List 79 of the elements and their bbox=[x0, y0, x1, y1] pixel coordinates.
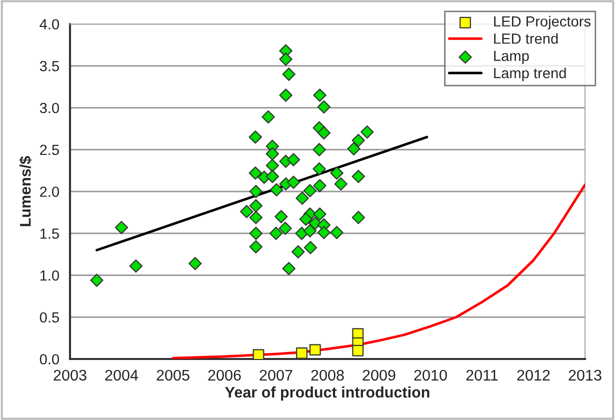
point bbox=[279, 52, 292, 66]
point bbox=[299, 212, 312, 226]
point bbox=[278, 222, 292, 235]
y-tick-label: 3.5 bbox=[40, 60, 59, 72]
point bbox=[317, 100, 331, 114]
legend-label: LED trend bbox=[494, 33, 558, 44]
point bbox=[330, 226, 344, 240]
point bbox=[90, 274, 104, 287]
point bbox=[296, 192, 309, 205]
point bbox=[292, 245, 305, 258]
point bbox=[303, 184, 317, 198]
point bbox=[334, 177, 348, 191]
point bbox=[352, 210, 366, 224]
point bbox=[360, 125, 374, 139]
point bbox=[249, 240, 263, 254]
point bbox=[286, 176, 300, 189]
point bbox=[282, 262, 296, 276]
line-series bbox=[172, 184, 585, 359]
x-tick-label: 2005 bbox=[156, 370, 190, 381]
point bbox=[309, 344, 321, 356]
point bbox=[252, 349, 264, 359]
y-tick-label: 1.0 bbox=[40, 270, 60, 281]
point bbox=[249, 184, 263, 198]
point bbox=[317, 126, 331, 140]
x-tick-label: 2009 bbox=[362, 370, 396, 381]
x-axis-title: Year of product introduction bbox=[225, 386, 430, 401]
point bbox=[274, 210, 288, 224]
point bbox=[249, 210, 263, 224]
x-tick-label: 2007 bbox=[260, 370, 292, 381]
point bbox=[262, 110, 275, 124]
point bbox=[129, 259, 143, 273]
point bbox=[296, 347, 308, 359]
y-tick-label: 3.0 bbox=[40, 102, 60, 114]
point bbox=[266, 158, 280, 172]
point bbox=[330, 166, 344, 180]
point bbox=[303, 224, 317, 238]
legend-label: Lamp trend bbox=[494, 68, 566, 82]
point bbox=[279, 88, 292, 102]
x-tick-label: 2008 bbox=[311, 370, 344, 381]
point bbox=[269, 226, 283, 240]
point bbox=[317, 226, 331, 240]
y-tick-label: 2.0 bbox=[40, 186, 60, 197]
point bbox=[266, 147, 280, 160]
y-axis-title: Lumens/$ bbox=[19, 156, 32, 226]
y-tick-label: 0.0 bbox=[40, 354, 60, 364]
point bbox=[248, 130, 262, 144]
y-tick-label: 1.5 bbox=[40, 228, 59, 239]
point bbox=[286, 153, 300, 166]
x-tick-label: 2010 bbox=[414, 370, 447, 381]
x-tick-label: 2013 bbox=[568, 370, 602, 381]
x-tick-label: 2012 bbox=[517, 370, 550, 381]
point bbox=[312, 162, 326, 176]
x-tick-label: 2006 bbox=[208, 370, 241, 381]
x-tick-label: 2004 bbox=[105, 370, 138, 381]
y-tick-label: 2.5 bbox=[40, 144, 59, 156]
point bbox=[347, 142, 360, 156]
y-tick-label: 4.0 bbox=[40, 19, 60, 30]
point bbox=[240, 204, 254, 218]
point bbox=[114, 220, 128, 234]
x-tick-label: 2003 bbox=[54, 370, 86, 381]
point bbox=[248, 166, 262, 180]
point bbox=[266, 170, 280, 184]
point bbox=[249, 226, 263, 240]
point bbox=[282, 68, 296, 81]
point bbox=[352, 170, 366, 184]
x-tick-label: 2011 bbox=[466, 370, 498, 381]
point bbox=[352, 344, 364, 356]
point bbox=[313, 208, 326, 221]
point bbox=[313, 88, 326, 102]
point bbox=[188, 256, 202, 270]
point bbox=[249, 199, 263, 212]
point bbox=[312, 143, 326, 156]
point bbox=[304, 241, 318, 254]
legend-label: LED Projectors bbox=[494, 16, 591, 30]
point bbox=[270, 183, 284, 196]
point bbox=[352, 134, 366, 148]
legend-label: Lamp bbox=[494, 50, 529, 64]
y-tick-label: 0.5 bbox=[40, 312, 59, 323]
point bbox=[313, 179, 326, 192]
